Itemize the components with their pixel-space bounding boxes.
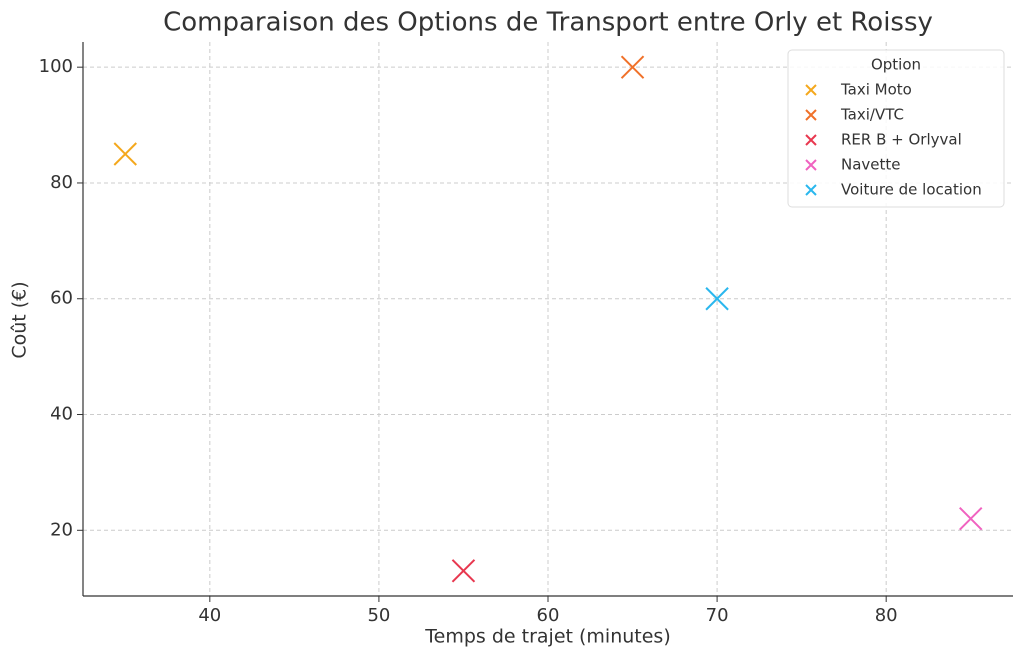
y-tick-label: 80	[50, 172, 73, 193]
x-tick-label: 70	[706, 605, 729, 626]
point	[620, 55, 645, 79]
y-tick-label: 100	[39, 56, 73, 77]
legend-box	[787, 49, 1005, 208]
point	[113, 142, 137, 166]
legend-marker	[805, 159, 817, 171]
legend-marker	[805, 184, 817, 196]
y-tick-label: 60	[50, 288, 73, 309]
point	[959, 507, 983, 531]
legend-marker	[805, 109, 817, 121]
x-tick-label: 50	[367, 605, 390, 626]
legend-label: Taxi Moto	[840, 81, 912, 99]
y-tick-label: 40	[50, 404, 73, 425]
legend-label: Navette	[841, 156, 901, 174]
x-tick-label: 80	[875, 605, 898, 626]
legend-label: Voiture de location	[841, 181, 982, 199]
legend-marker	[805, 134, 817, 146]
x-tick-label: 40	[198, 605, 221, 626]
point	[705, 287, 729, 311]
y-axis-label: Coût (€)	[9, 281, 31, 358]
legend-label: Taxi/VTC	[840, 106, 904, 124]
x-axis-label: Temps de trajet (minutes)	[424, 626, 670, 648]
legend-title: Option	[871, 56, 921, 74]
legend-label: RER B + Orlyval	[841, 131, 962, 149]
legend-marker	[805, 84, 817, 96]
x-tick-label: 60	[537, 605, 560, 626]
chart-title: Comparaison des Options de Transport ent…	[163, 8, 933, 38]
y-tick-label: 20	[50, 519, 73, 540]
point	[451, 559, 476, 583]
